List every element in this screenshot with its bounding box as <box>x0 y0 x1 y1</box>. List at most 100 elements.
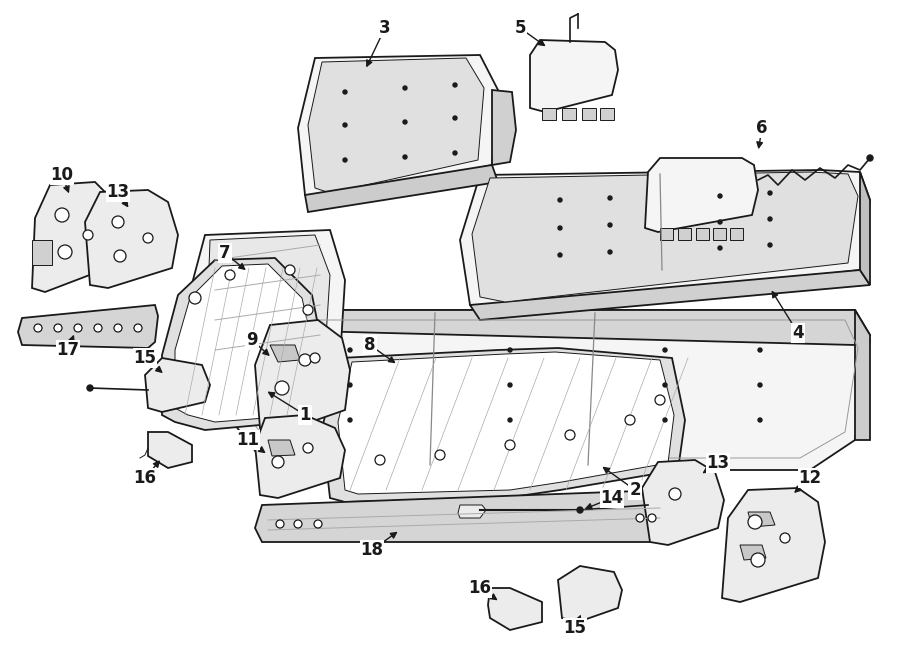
Circle shape <box>608 223 612 227</box>
Circle shape <box>189 292 201 304</box>
Polygon shape <box>558 566 622 622</box>
Polygon shape <box>562 108 576 120</box>
Polygon shape <box>270 345 300 362</box>
Text: 15: 15 <box>133 349 157 367</box>
Circle shape <box>505 440 515 450</box>
Polygon shape <box>582 108 596 120</box>
Circle shape <box>343 158 347 162</box>
Polygon shape <box>185 230 345 395</box>
Polygon shape <box>298 55 498 200</box>
Polygon shape <box>530 40 618 112</box>
Polygon shape <box>270 310 870 345</box>
Circle shape <box>435 450 445 460</box>
Circle shape <box>558 226 562 230</box>
Circle shape <box>112 216 124 228</box>
Circle shape <box>663 418 667 422</box>
Circle shape <box>768 243 772 247</box>
Circle shape <box>758 348 762 352</box>
Polygon shape <box>458 505 486 518</box>
Polygon shape <box>32 182 115 292</box>
Circle shape <box>55 208 69 222</box>
Circle shape <box>867 155 873 161</box>
Circle shape <box>758 418 762 422</box>
Polygon shape <box>205 235 330 385</box>
Text: 10: 10 <box>50 166 74 184</box>
Circle shape <box>768 217 772 221</box>
Circle shape <box>272 456 284 468</box>
Circle shape <box>74 324 82 332</box>
Polygon shape <box>235 310 870 470</box>
Circle shape <box>54 324 62 332</box>
Polygon shape <box>855 310 870 440</box>
Circle shape <box>748 515 762 529</box>
Circle shape <box>768 191 772 195</box>
Polygon shape <box>492 90 516 165</box>
Circle shape <box>636 514 644 522</box>
Circle shape <box>403 155 407 159</box>
Text: 16: 16 <box>133 469 157 487</box>
Circle shape <box>275 381 289 395</box>
Circle shape <box>403 86 407 90</box>
Circle shape <box>608 196 612 200</box>
Circle shape <box>310 353 320 363</box>
Circle shape <box>669 488 681 500</box>
Circle shape <box>508 418 512 422</box>
Circle shape <box>294 520 302 528</box>
Circle shape <box>343 90 347 94</box>
Text: 7: 7 <box>220 244 230 262</box>
Circle shape <box>403 120 407 124</box>
Polygon shape <box>308 58 484 193</box>
Polygon shape <box>268 440 295 456</box>
Text: 12: 12 <box>798 469 822 487</box>
Circle shape <box>285 265 295 275</box>
Circle shape <box>276 520 284 528</box>
Circle shape <box>348 418 352 422</box>
Circle shape <box>453 116 457 120</box>
Circle shape <box>134 324 142 332</box>
Polygon shape <box>145 358 210 412</box>
Polygon shape <box>338 352 674 494</box>
Text: 18: 18 <box>361 541 383 559</box>
Text: 5: 5 <box>514 19 526 37</box>
Polygon shape <box>645 158 758 232</box>
Text: 17: 17 <box>57 341 79 359</box>
Circle shape <box>508 348 512 352</box>
Polygon shape <box>542 108 556 120</box>
Circle shape <box>58 245 72 259</box>
Circle shape <box>625 415 635 425</box>
Polygon shape <box>713 228 726 240</box>
Circle shape <box>608 250 612 254</box>
Text: 13: 13 <box>106 183 130 201</box>
Text: 8: 8 <box>364 336 376 354</box>
Polygon shape <box>730 228 743 240</box>
Circle shape <box>114 250 126 262</box>
Circle shape <box>558 198 562 202</box>
Polygon shape <box>678 228 691 240</box>
Circle shape <box>453 83 457 87</box>
Circle shape <box>143 233 153 243</box>
Polygon shape <box>255 320 350 432</box>
Polygon shape <box>600 108 614 120</box>
Circle shape <box>655 395 665 405</box>
Polygon shape <box>696 228 709 240</box>
Polygon shape <box>148 432 192 468</box>
Circle shape <box>83 230 93 240</box>
Text: 4: 4 <box>792 324 804 342</box>
Circle shape <box>94 324 102 332</box>
Circle shape <box>303 305 313 315</box>
Polygon shape <box>722 488 825 602</box>
Polygon shape <box>740 545 766 560</box>
Circle shape <box>303 443 313 453</box>
Circle shape <box>648 514 656 522</box>
Circle shape <box>375 455 385 465</box>
Polygon shape <box>85 190 178 288</box>
Circle shape <box>348 383 352 387</box>
Polygon shape <box>860 172 870 285</box>
Circle shape <box>299 354 311 366</box>
Polygon shape <box>642 460 724 545</box>
Text: 15: 15 <box>563 619 587 637</box>
Polygon shape <box>175 264 315 422</box>
Circle shape <box>558 253 562 257</box>
Polygon shape <box>472 172 858 302</box>
Text: 14: 14 <box>600 489 624 507</box>
